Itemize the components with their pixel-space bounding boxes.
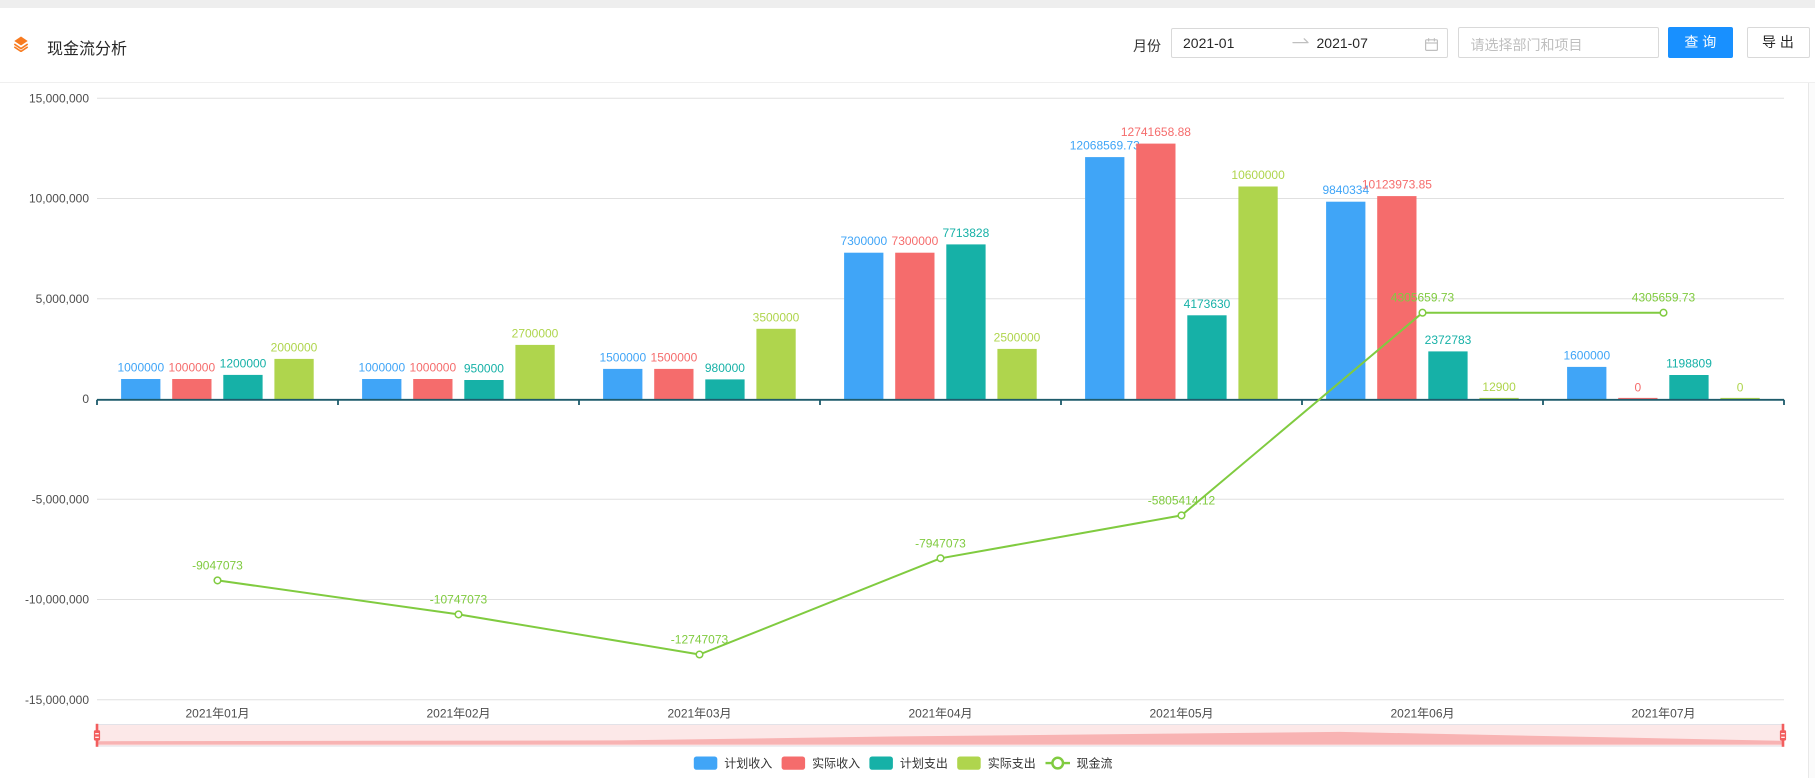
svg-text:1500000: 1500000 xyxy=(599,350,646,364)
svg-text:1000000: 1000000 xyxy=(409,361,456,375)
svg-text:4305659.73: 4305659.73 xyxy=(1391,291,1455,305)
svg-text:-7947073: -7947073 xyxy=(915,536,966,550)
svg-text:7300000: 7300000 xyxy=(840,234,887,248)
svg-text:1500000: 1500000 xyxy=(651,350,698,364)
svg-text:950000: 950000 xyxy=(464,362,504,376)
svg-text:12068569.73: 12068569.73 xyxy=(1070,139,1140,153)
svg-text:-10747073: -10747073 xyxy=(430,592,488,606)
svg-text:2021年07月: 2021年07月 xyxy=(1631,707,1695,721)
svg-text:12741658.88: 12741658.88 xyxy=(1121,125,1191,139)
svg-text:-9047073: -9047073 xyxy=(192,558,243,572)
svg-text:3500000: 3500000 xyxy=(753,310,800,324)
svg-text:2021年03月: 2021年03月 xyxy=(667,707,731,721)
svg-text:2021年04月: 2021年04月 xyxy=(908,707,972,721)
svg-text:0: 0 xyxy=(1737,381,1744,395)
svg-text:10600000: 10600000 xyxy=(1231,168,1285,182)
svg-text:2021年06月: 2021年06月 xyxy=(1390,707,1454,721)
svg-text:2700000: 2700000 xyxy=(512,326,559,340)
svg-text:计划支出: 计划支出 xyxy=(900,757,948,771)
svg-text:实际支出: 实际支出 xyxy=(988,756,1036,771)
svg-text:1000000: 1000000 xyxy=(358,361,405,375)
svg-text:2021年05月: 2021年05月 xyxy=(1149,707,1213,721)
svg-text:4305659.73: 4305659.73 xyxy=(1632,291,1696,305)
svg-text:-12747073: -12747073 xyxy=(671,633,729,647)
svg-text:-5,000,000: -5,000,000 xyxy=(32,492,90,506)
svg-text:980000: 980000 xyxy=(705,361,745,375)
svg-text:0: 0 xyxy=(1635,381,1642,395)
svg-text:-5805414.12: -5805414.12 xyxy=(1148,493,1216,507)
svg-text:10,000,000: 10,000,000 xyxy=(29,192,89,206)
svg-text:2021年02月: 2021年02月 xyxy=(426,707,490,721)
svg-text:实际收入: 实际收入 xyxy=(812,756,860,771)
svg-text:10123973.85: 10123973.85 xyxy=(1362,178,1432,192)
svg-text:现金流: 现金流 xyxy=(1077,756,1113,771)
svg-text:5,000,000: 5,000,000 xyxy=(36,292,90,306)
svg-text:2021年01月: 2021年01月 xyxy=(185,707,249,721)
svg-text:2372783: 2372783 xyxy=(1425,333,1472,347)
svg-text:2000000: 2000000 xyxy=(271,340,318,354)
svg-text:1198809: 1198809 xyxy=(1666,357,1712,371)
svg-text:1600000: 1600000 xyxy=(1563,348,1610,362)
svg-text:12900: 12900 xyxy=(1482,380,1516,394)
svg-text:7300000: 7300000 xyxy=(892,234,939,248)
svg-text:-15,000,000: -15,000,000 xyxy=(25,693,89,707)
svg-text:9840334: 9840334 xyxy=(1322,183,1369,197)
svg-text:15,000,000: 15,000,000 xyxy=(29,92,89,106)
svg-text:7713828: 7713828 xyxy=(943,226,990,240)
svg-text:-10,000,000: -10,000,000 xyxy=(25,593,89,607)
svg-text:0: 0 xyxy=(82,392,89,406)
svg-text:1000000: 1000000 xyxy=(117,361,164,375)
svg-text:1000000: 1000000 xyxy=(168,361,215,375)
svg-text:1200000: 1200000 xyxy=(220,356,267,370)
svg-text:4173630: 4173630 xyxy=(1184,297,1231,311)
svg-text:计划收入: 计划收入 xyxy=(724,757,772,771)
svg-text:2500000: 2500000 xyxy=(994,330,1041,344)
